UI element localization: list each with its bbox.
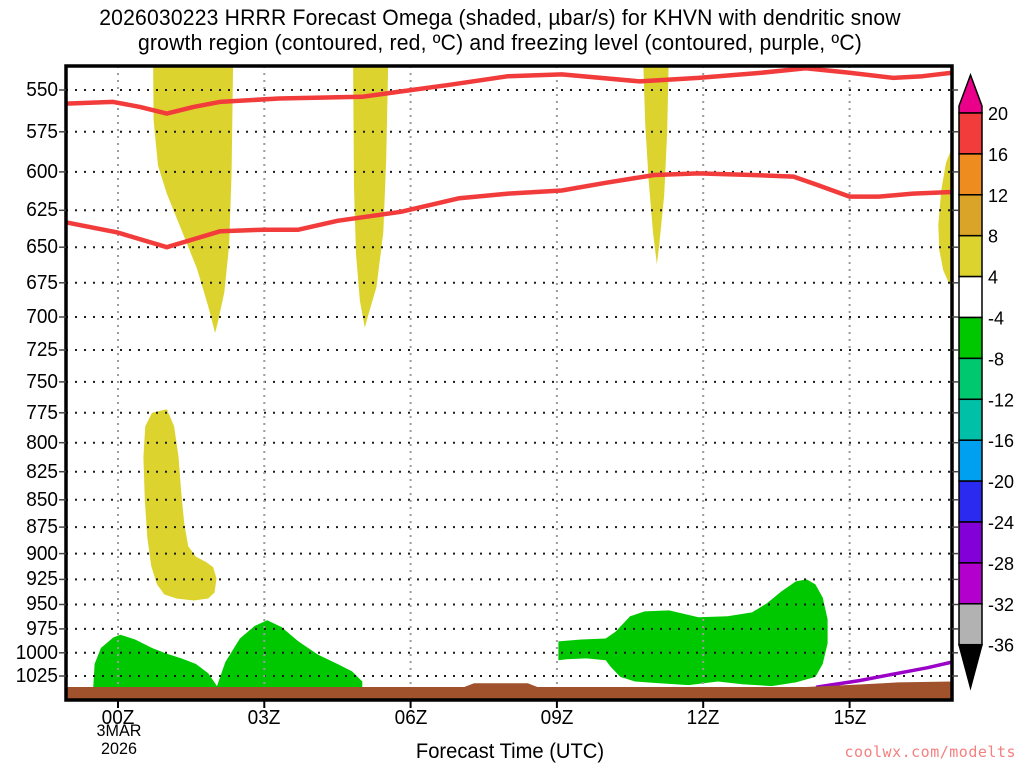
start-date-month: 3MAR [96, 721, 142, 740]
dendritic-growth-lower-contour [66, 171, 952, 250]
omega-column-2-region [353, 66, 389, 328]
colorbar-label: -8 [988, 349, 1004, 369]
colorbar-cell [958, 521, 983, 564]
y-tick-label: 825 [26, 461, 58, 483]
y-tick-label: 850 [26, 489, 58, 511]
x-tick-label: 00Z [101, 707, 135, 729]
colorbar-label: 4 [988, 268, 998, 288]
colorbar-cell [958, 234, 983, 278]
omega-column-3-region [643, 66, 669, 265]
colorbar-label: 16 [988, 145, 1008, 165]
colorbar-cell [958, 603, 983, 646]
x-tick-label: 06Z [394, 707, 428, 729]
colorbar-cell [958, 275, 983, 319]
y-tick-label: 975 [26, 618, 58, 640]
dendritic-growth-upper-contour [66, 66, 952, 116]
colorbar-label: -32 [988, 595, 1014, 615]
x-tick-label: 09Z [540, 707, 574, 729]
y-tick-label: 950 [26, 593, 58, 615]
colorbar-label: -16 [988, 431, 1014, 451]
colorbar-label: -12 [988, 390, 1014, 410]
y-tick-label: 675 [26, 272, 58, 294]
colorbar-over-arrow [958, 72, 983, 114]
omega-right-edge-region [938, 148, 952, 287]
chart-title-line2: growth region (contoured, red, ºC) and f… [137, 30, 863, 55]
watermark-text: coolwx.com/modelts [844, 743, 1016, 761]
ground-bar [66, 681, 952, 700]
colorbar-label: 20 [988, 104, 1008, 124]
colorbar-cell [958, 316, 983, 360]
colorbar-cell [958, 562, 983, 605]
colorbar-cell [958, 112, 983, 155]
y-tick-label: 1000 [15, 642, 58, 664]
colorbar-cell [958, 357, 983, 401]
colorbar-label: -36 [988, 636, 1014, 656]
y-tick-label: 600 [26, 161, 58, 183]
freezing-level-contour [815, 660, 952, 689]
omega-lowlevel-banana-region [143, 409, 217, 601]
colorbar-label: -20 [988, 472, 1014, 492]
colorbar-cell [958, 153, 983, 196]
colorbar-label: -28 [988, 554, 1014, 574]
omega-column-1-region [153, 66, 234, 333]
y-tick-label: 650 [26, 236, 58, 258]
y-tick-label: 550 [26, 79, 58, 101]
y-tick-label: 725 [26, 339, 58, 361]
y-tick-label: 900 [26, 543, 58, 565]
omega-updraft-blob-1-region [93, 634, 217, 696]
y-tick-label: 1025 [15, 665, 58, 687]
y-tick-label: 775 [26, 402, 58, 424]
colorbar-cell [958, 194, 983, 237]
plot-border [64, 64, 954, 702]
x-tick-label: 12Z [686, 707, 720, 729]
y-tick-label: 575 [26, 121, 58, 143]
x-tick-label: 03Z [247, 707, 281, 729]
colorbar-cell [958, 439, 983, 482]
colorbar-label: -4 [988, 309, 1004, 329]
chart-title-line1: 2026030223 HRRR Forecast Omega (shaded, … [99, 5, 901, 30]
colorbar-label: -24 [988, 513, 1014, 533]
colorbar-label: 8 [988, 227, 998, 247]
omega-updraft-blob-3-region [558, 579, 828, 687]
y-tick-label: 925 [26, 568, 58, 590]
y-tick-label: 750 [26, 371, 58, 393]
y-tick-label: 800 [26, 432, 58, 454]
colorbar-cell [958, 398, 983, 441]
plot-area [66, 66, 952, 700]
x-axis-title: Forecast Time (UTC) [415, 740, 605, 763]
y-tick-label: 875 [26, 516, 58, 538]
colorbar-under-arrow [958, 643, 983, 691]
colorbar-cell [958, 480, 983, 523]
omega-updraft-blob-2-region [217, 620, 363, 696]
x-tick-label: 15Z [833, 707, 867, 729]
y-tick-label: 625 [26, 199, 58, 221]
start-date-year: 2026 [101, 739, 137, 758]
y-tick-label: 700 [26, 306, 58, 328]
colorbar-label: 12 [988, 186, 1008, 206]
